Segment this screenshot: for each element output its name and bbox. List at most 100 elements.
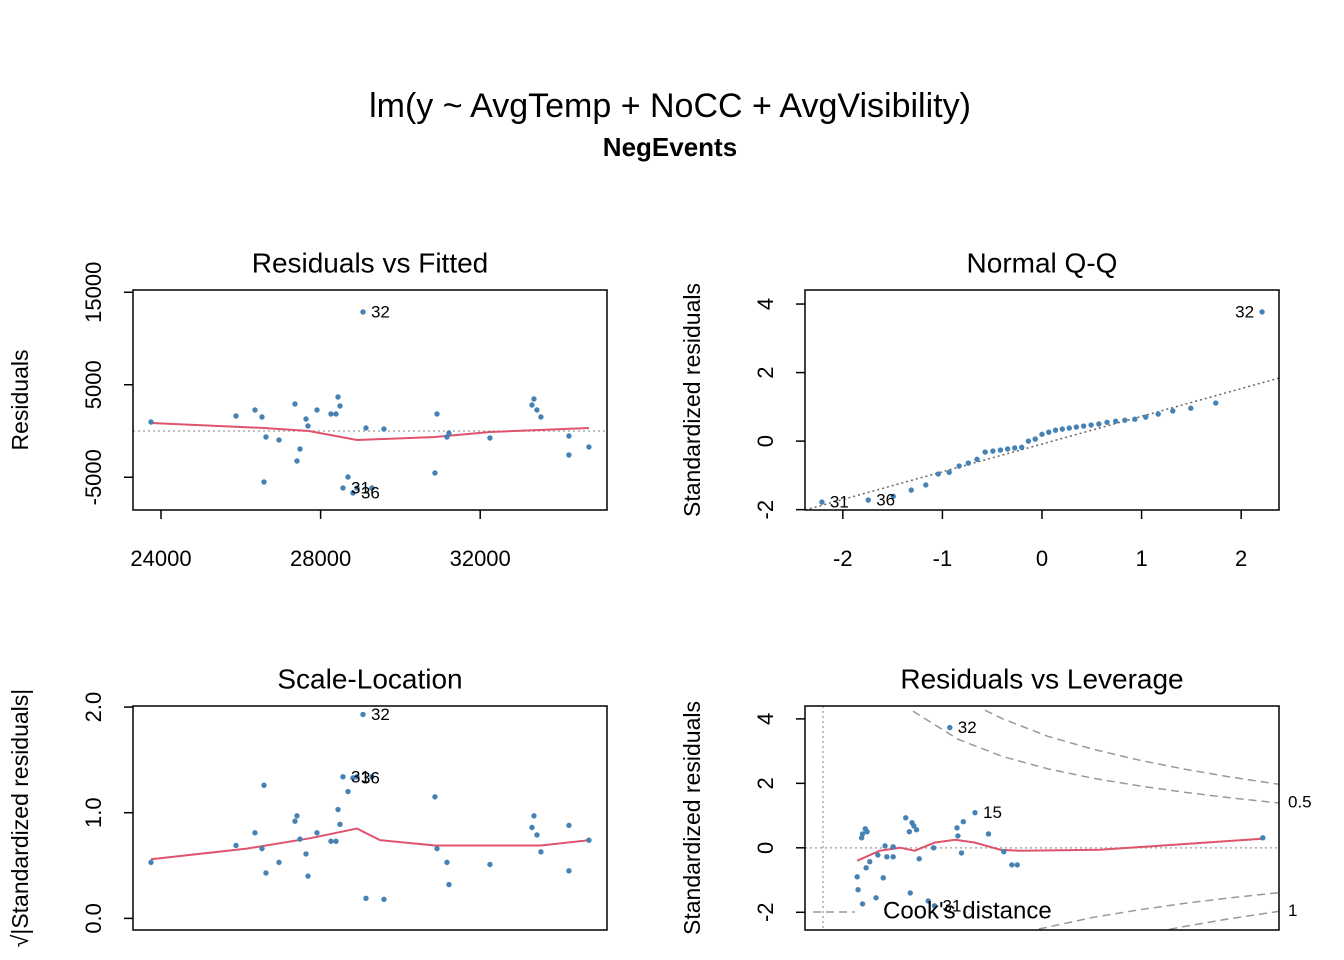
cooks-contour: [1038, 891, 1279, 930]
point: [1025, 438, 1032, 444]
point: [276, 859, 282, 866]
point: [446, 430, 452, 436]
point: [916, 856, 922, 862]
point: [1004, 446, 1011, 452]
point: [294, 813, 300, 819]
point: [566, 433, 572, 439]
point: [1052, 427, 1059, 433]
point: [1170, 408, 1176, 414]
point: [1122, 417, 1128, 423]
point: [956, 463, 962, 469]
point: [859, 831, 866, 837]
point: [819, 499, 825, 505]
point: [1073, 424, 1080, 430]
point: [880, 875, 886, 881]
plot-frame: [132, 289, 608, 511]
panel: [805, 706, 1279, 930]
y-tick-label: -5000: [81, 449, 106, 505]
point: [935, 471, 941, 477]
point: [865, 497, 871, 503]
point: [538, 849, 544, 855]
y-tick-label: 2: [753, 366, 778, 378]
point: [487, 435, 493, 441]
point: [1018, 444, 1025, 450]
point: [314, 830, 320, 836]
point-label: 15: [983, 803, 1002, 822]
x-tick-label: 24000: [130, 546, 191, 571]
x-tick-label: -1: [933, 546, 953, 571]
panel-title: Residuals vs Fitted: [252, 247, 489, 278]
point: [335, 806, 341, 813]
point: [363, 895, 369, 902]
point-label: 36: [361, 483, 380, 502]
point-label: 36: [361, 768, 380, 787]
point: [1066, 425, 1072, 431]
point: [982, 449, 988, 455]
point: [444, 859, 450, 866]
panel: [805, 309, 1279, 510]
point: [340, 774, 346, 780]
point: [884, 854, 890, 860]
point: [566, 452, 572, 458]
point: [263, 870, 269, 876]
y-tick-label: 0: [753, 842, 778, 854]
point: [434, 411, 440, 417]
point: [259, 414, 265, 420]
point: [446, 881, 452, 888]
point-label: 32: [371, 302, 390, 321]
y-tick-label: 0: [753, 435, 778, 447]
smooth-line: [150, 421, 589, 442]
point: [345, 788, 351, 795]
point: [911, 823, 917, 829]
point: [529, 824, 535, 831]
point: [1039, 431, 1045, 437]
point: [297, 446, 303, 452]
point: [233, 413, 239, 419]
cooks-contour: [984, 709, 1279, 786]
point: [360, 711, 366, 718]
point-label: 31: [943, 896, 962, 915]
point: [354, 774, 360, 780]
contour-label: 0.5: [1288, 792, 1312, 811]
point: [1080, 423, 1087, 429]
point: [586, 837, 592, 843]
point: [1213, 400, 1219, 406]
point: [369, 485, 375, 491]
y-tick-label: 5000: [81, 360, 106, 409]
x-tick-label: 2: [1235, 546, 1247, 571]
point: [263, 434, 269, 440]
point: [345, 474, 351, 480]
y-tick-label: 15000: [81, 262, 106, 323]
point: [303, 416, 309, 422]
smooth-line: [150, 827, 590, 861]
x-tick-label: 28000: [290, 546, 351, 571]
plot-frame: [804, 289, 1280, 511]
point: [566, 822, 572, 829]
point: [328, 411, 334, 417]
point: [292, 818, 298, 824]
point: [369, 774, 375, 780]
point: [974, 456, 980, 462]
point: [931, 903, 938, 909]
point: [261, 782, 267, 788]
point: [955, 833, 961, 839]
panel-title: Normal Q-Q: [967, 247, 1118, 278]
point: [965, 460, 972, 466]
point: [1112, 418, 1119, 424]
point: [487, 861, 493, 868]
point: [873, 895, 879, 901]
point: [913, 827, 920, 833]
plot-frame: [132, 705, 608, 931]
point: [859, 901, 866, 907]
figure-title: lm(y ~ AvgTemp + NoCC + AvgVisibility): [369, 87, 971, 125]
point: [276, 437, 282, 443]
point: [1012, 445, 1018, 451]
cooks-contour: [1169, 910, 1279, 930]
point: [863, 865, 869, 871]
point: [930, 845, 937, 851]
point: [233, 842, 239, 849]
point: [864, 828, 870, 835]
point: [333, 838, 339, 844]
point: [1260, 835, 1266, 841]
point-label: 32: [1235, 302, 1254, 321]
